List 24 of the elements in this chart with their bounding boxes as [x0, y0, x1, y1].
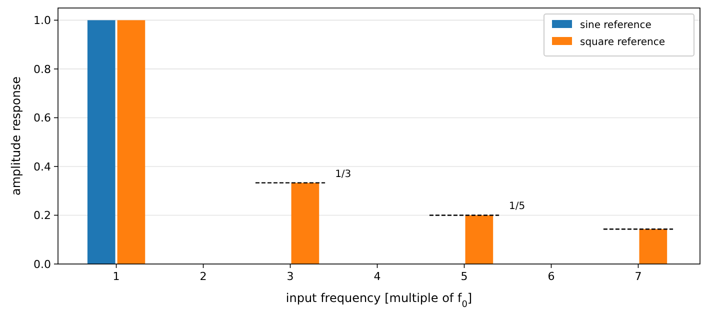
bar — [291, 182, 320, 264]
y-tick-label: 0.6 — [34, 112, 51, 125]
bar — [639, 229, 668, 264]
x-tick-label: 2 — [200, 270, 207, 283]
x-tick-label: 6 — [548, 270, 555, 283]
legend-label: square reference — [580, 37, 665, 48]
x-tick-label: 7 — [634, 270, 642, 283]
x-tick-label: 3 — [286, 270, 294, 283]
y-tick-label: 0.0 — [34, 258, 51, 271]
y-axis-title: amplitude response — [9, 76, 23, 196]
annotation: 1/5 — [509, 201, 526, 212]
y-tick-label: 0.4 — [34, 160, 51, 174]
bar — [117, 20, 146, 264]
y-tick-label: 0.2 — [34, 209, 51, 222]
bar — [465, 215, 494, 264]
x-tick-label: 1 — [112, 270, 120, 283]
x-axis-title: input frequency [multiple of f$_{0}$] — [286, 291, 472, 310]
y-tick-label: 0.8 — [34, 62, 51, 76]
bar — [87, 20, 116, 264]
legend-label: sine reference — [580, 20, 652, 31]
x-tick-label: 4 — [374, 270, 381, 283]
x-tick-label: 5 — [460, 270, 468, 283]
annotation: 1/3 — [335, 168, 352, 180]
y-tick-label: 1.0 — [34, 14, 51, 28]
